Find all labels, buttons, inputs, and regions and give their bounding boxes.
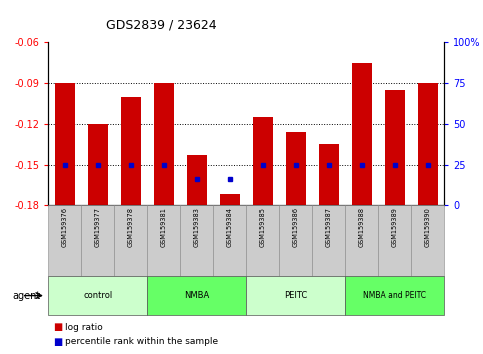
Bar bbox=[121, 97, 141, 205]
Bar bbox=[385, 90, 405, 205]
Bar bbox=[88, 124, 108, 205]
Text: agent: agent bbox=[13, 291, 41, 301]
Text: log ratio: log ratio bbox=[65, 323, 103, 332]
Text: GSM159377: GSM159377 bbox=[95, 207, 101, 247]
Text: percentile rank within the sample: percentile rank within the sample bbox=[65, 337, 218, 346]
Bar bbox=[286, 132, 306, 205]
Text: GSM159383: GSM159383 bbox=[194, 207, 200, 247]
Bar bbox=[253, 117, 273, 205]
Bar bbox=[220, 194, 240, 205]
Bar bbox=[319, 144, 339, 205]
Text: GDS2839 / 23624: GDS2839 / 23624 bbox=[106, 19, 217, 32]
Text: GSM159376: GSM159376 bbox=[62, 207, 68, 247]
Text: ■: ■ bbox=[53, 337, 62, 347]
Text: NMBA and PEITC: NMBA and PEITC bbox=[363, 291, 426, 300]
Text: GSM159378: GSM159378 bbox=[128, 207, 134, 247]
Text: GSM159387: GSM159387 bbox=[326, 207, 332, 247]
Text: control: control bbox=[83, 291, 113, 300]
Text: GSM159385: GSM159385 bbox=[260, 207, 266, 247]
Text: ■: ■ bbox=[53, 322, 62, 332]
Text: GSM159386: GSM159386 bbox=[293, 207, 299, 247]
Text: GSM159381: GSM159381 bbox=[161, 207, 167, 247]
Bar bbox=[418, 83, 438, 205]
Bar bbox=[187, 155, 207, 205]
Text: GSM159390: GSM159390 bbox=[425, 207, 431, 247]
Bar bbox=[55, 83, 75, 205]
Text: GSM159384: GSM159384 bbox=[227, 207, 233, 247]
Text: GSM159388: GSM159388 bbox=[359, 207, 365, 247]
Text: GSM159389: GSM159389 bbox=[392, 207, 398, 247]
Bar bbox=[352, 63, 372, 205]
Text: NMBA: NMBA bbox=[184, 291, 210, 300]
Bar bbox=[154, 83, 174, 205]
Text: PEITC: PEITC bbox=[284, 291, 308, 300]
